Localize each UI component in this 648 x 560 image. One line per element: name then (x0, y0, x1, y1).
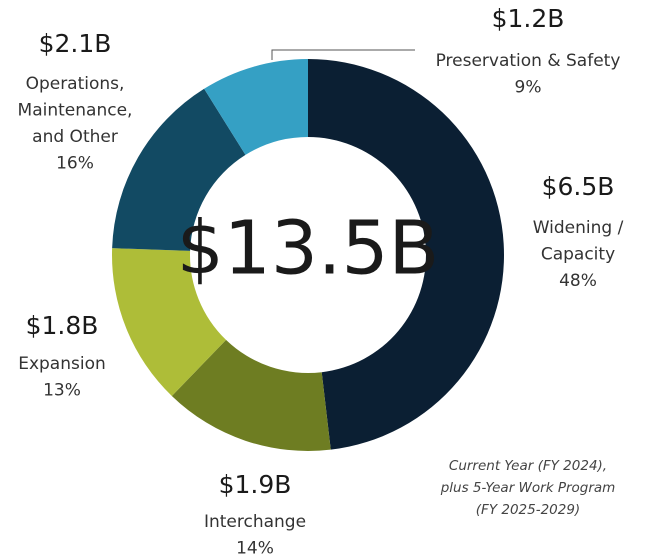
note: (FY 2025-2029) (476, 502, 580, 518)
amount-label: $2.1B (39, 29, 112, 58)
amount-label: $1.2B (492, 4, 565, 33)
category-label: Maintenance, (18, 101, 133, 121)
percent-label: 16% (56, 154, 94, 174)
donut-segment (204, 59, 308, 155)
percent-label: 13% (43, 381, 81, 401)
donut-segment (308, 59, 504, 450)
leader-line (271, 49, 415, 60)
category-label: and Other (32, 127, 118, 147)
percent-label: 9% (515, 78, 542, 98)
category-label: Capacity (541, 245, 615, 265)
donut-segment (112, 248, 227, 396)
center-label: $13.5B (177, 206, 440, 292)
category-label: Operations, (26, 74, 125, 94)
category-label: Expansion (18, 354, 106, 374)
percent-label: 14% (236, 539, 274, 559)
category-label: Preservation & Safety (436, 51, 621, 71)
donut-segment (112, 88, 246, 251)
amount-label: $1.8B (26, 311, 99, 340)
donut-segment (171, 339, 331, 451)
amount-label: $6.5B (542, 172, 615, 201)
percent-label: 48% (559, 271, 597, 291)
amount-label: $1.9B (219, 470, 292, 499)
category-label: Widening / (533, 218, 624, 238)
note: plus 5-Year Work Program (440, 480, 616, 496)
category-label: Interchange (204, 512, 306, 532)
note: Current Year (FY 2024), (449, 458, 607, 474)
